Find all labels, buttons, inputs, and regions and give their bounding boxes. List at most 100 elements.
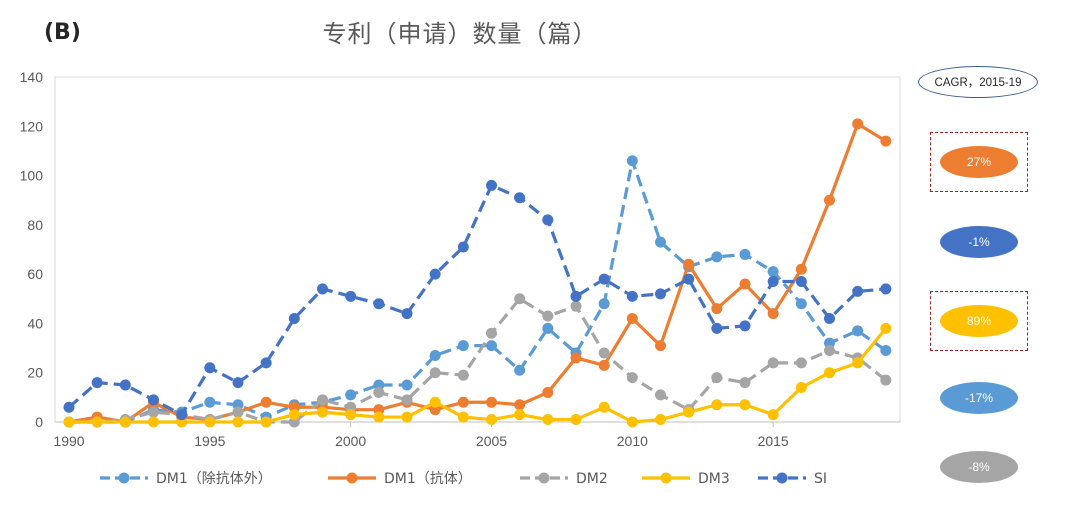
data-point-5	[767, 276, 779, 288]
data-point-4	[542, 414, 554, 426]
data-point-5	[373, 298, 385, 310]
cagr-badge-4: -17%	[940, 382, 1018, 414]
data-point-1	[711, 251, 723, 263]
panel-label: (B)	[44, 20, 81, 45]
x-tick-label: 1995	[194, 433, 225, 449]
y-tick-label: 40	[27, 315, 43, 331]
data-point-5	[401, 308, 413, 320]
data-point-4	[880, 322, 892, 334]
data-point-2	[880, 135, 892, 147]
data-point-4	[317, 406, 328, 418]
data-point-2	[514, 399, 526, 411]
data-point-4	[514, 409, 526, 421]
data-point-5	[570, 290, 582, 302]
cagr-badge-5: -8%	[940, 451, 1018, 483]
cagr-badge-2: -1%	[940, 226, 1018, 258]
x-tick-label: 1990	[53, 433, 84, 449]
data-point-2	[739, 278, 751, 290]
data-point-4	[570, 414, 582, 426]
data-point-1	[204, 396, 216, 408]
legend-label-5: SI	[814, 471, 827, 487]
data-point-4	[711, 399, 723, 411]
data-point-3	[598, 347, 610, 359]
data-point-1	[514, 364, 526, 376]
data-point-2	[683, 258, 695, 270]
data-point-1	[401, 379, 413, 391]
data-point-3	[429, 367, 441, 379]
data-point-5	[626, 290, 638, 302]
data-point-4	[739, 399, 751, 411]
data-point-4	[373, 411, 385, 423]
data-point-4	[457, 411, 469, 423]
series-line-2	[68, 122, 887, 424]
data-point-3	[880, 374, 892, 386]
data-point-5	[63, 401, 75, 413]
data-point-3	[317, 394, 328, 406]
data-point-3	[232, 406, 244, 418]
data-point-3	[711, 372, 723, 384]
data-point-4	[288, 409, 300, 421]
data-point-3	[401, 394, 413, 406]
data-point-5	[542, 214, 554, 226]
data-point-1	[345, 389, 357, 401]
data-point-5	[655, 288, 666, 300]
data-point-5	[176, 409, 188, 421]
data-point-3	[655, 389, 666, 401]
data-point-4	[598, 401, 610, 413]
data-point-5	[852, 285, 864, 297]
data-point-5	[598, 273, 610, 285]
chart-title: 专利（申请）数量（篇）	[322, 20, 598, 48]
data-point-1	[880, 345, 892, 357]
data-point-5	[260, 357, 272, 369]
data-point-1	[486, 340, 497, 352]
data-point-5	[148, 394, 159, 406]
legend-marker-1	[118, 472, 130, 484]
data-point-4	[148, 416, 159, 428]
data-point-3	[542, 310, 554, 322]
legend-marker-2	[346, 472, 358, 484]
data-point-2	[626, 313, 638, 324]
data-point-1	[542, 322, 554, 334]
data-point-5	[486, 179, 497, 191]
y-tick-label: 20	[27, 365, 43, 381]
data-point-4	[824, 367, 835, 379]
data-point-4	[486, 414, 497, 426]
data-point-2	[486, 396, 497, 408]
plot-area	[54, 76, 901, 423]
data-point-2	[795, 263, 807, 275]
data-point-2	[767, 308, 779, 320]
data-point-2	[852, 118, 864, 130]
data-point-4	[401, 411, 413, 423]
legend-marker-5	[776, 472, 788, 484]
y-tick-label: 0	[35, 414, 43, 430]
data-point-5	[288, 313, 300, 324]
data-point-4	[204, 416, 216, 428]
data-point-4	[119, 416, 131, 428]
data-point-2	[655, 340, 666, 352]
y-tick-label: 60	[27, 266, 43, 282]
data-point-5	[457, 241, 469, 253]
data-point-5	[429, 268, 441, 280]
legend-label-3: DM2	[576, 471, 608, 487]
data-point-3	[457, 369, 469, 381]
data-point-5	[739, 320, 751, 332]
data-point-3	[767, 357, 779, 369]
data-point-1	[852, 325, 864, 337]
data-point-2	[542, 386, 554, 398]
data-point-4	[260, 416, 272, 428]
data-point-5	[824, 313, 835, 324]
data-point-5	[880, 283, 892, 295]
data-point-4	[795, 382, 807, 393]
data-point-1	[429, 349, 441, 361]
series-line-5	[67, 183, 886, 417]
data-point-2	[711, 303, 723, 315]
data-point-5	[711, 322, 723, 334]
cagr-badge-1: 27%	[940, 146, 1018, 178]
data-point-5	[232, 377, 244, 389]
data-point-5	[514, 192, 526, 204]
legend-label-1: DM1（除抗体外）	[156, 471, 272, 487]
data-point-1	[655, 236, 666, 248]
data-point-3	[373, 386, 385, 398]
highlight-box-2	[930, 291, 1028, 351]
legend-marker-4	[660, 472, 672, 484]
